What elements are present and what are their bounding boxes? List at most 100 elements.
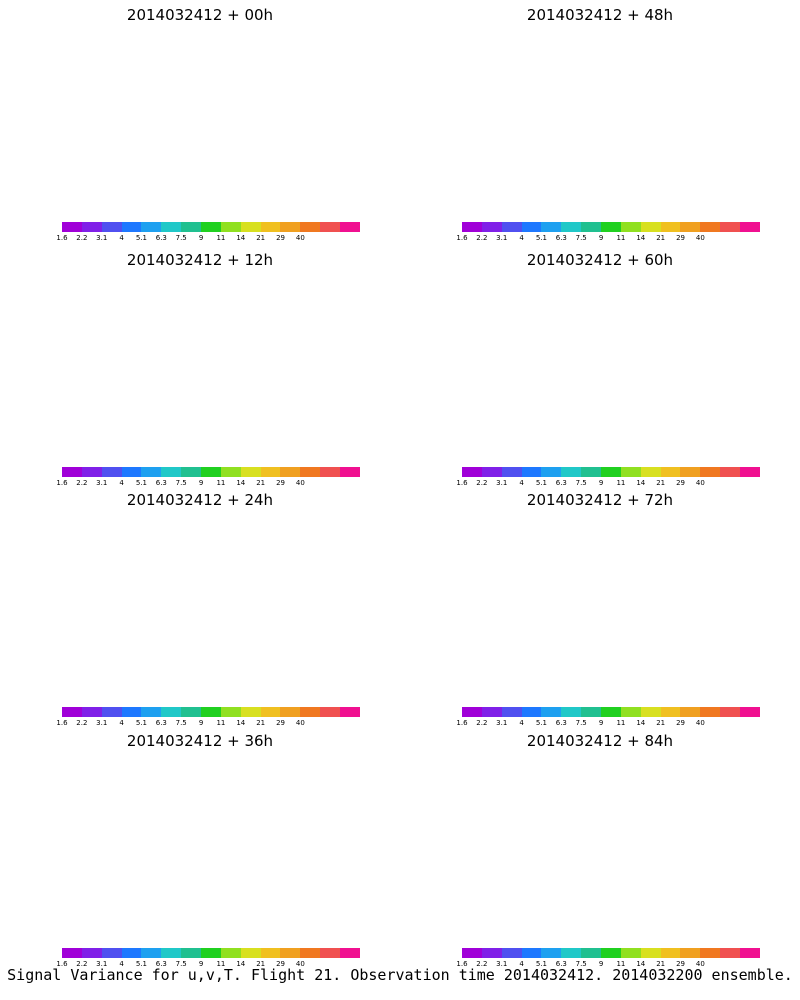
colorbar-swatch <box>521 222 542 232</box>
coastline <box>520 530 750 660</box>
colorbar-tick-label: 5.1 <box>135 234 148 242</box>
colorbar-swatch <box>300 222 321 232</box>
colorbar-swatch <box>300 948 321 958</box>
colorbar-labels: 1.6 2.2 3.1 4 5.1 6.3 7.5 9 11 14 21 29 40 <box>450 960 770 970</box>
colorbar-tick-label: 1.6 <box>56 960 68 968</box>
colorbar-tick-label: 9 <box>198 234 204 242</box>
colorbar-swatch <box>260 707 281 717</box>
colorbar-swatch <box>280 948 301 958</box>
colorbar-tick-label: 21 <box>656 234 666 242</box>
colorbar <box>62 222 360 232</box>
colorbar-swatch <box>201 948 221 958</box>
colorbar-swatch <box>660 467 681 477</box>
colorbar-tick-label: 6.3 <box>155 719 167 727</box>
colorbar-tick-label: 2.2 <box>476 479 488 487</box>
colorbar-tick-label: 7.5 <box>175 960 187 968</box>
colorbar-tick-label: 11 <box>216 479 226 487</box>
colorbar-tick-label: 14 <box>236 479 246 487</box>
colorbar-tick-label: 21 <box>256 479 266 487</box>
colorbar-swatch <box>581 948 602 958</box>
colorbar-tick-label: 5.1 <box>535 719 548 727</box>
colorbar-tick-label: 40 <box>695 479 705 487</box>
colorbar-swatch <box>220 707 241 717</box>
colorbar-swatch <box>501 707 522 717</box>
colorbar-swatch <box>700 222 721 232</box>
panel-48h: 2014032412 + 48h 1.6 2.2 3.1 4 5.1 6.3 7.5 9 11 1… <box>400 0 800 242</box>
forecast-map <box>400 726 800 966</box>
colorbar-tick-label: 4 <box>119 234 124 242</box>
forecast-map <box>0 0 400 240</box>
colorbar-swatch <box>620 222 641 232</box>
colorbar-swatch <box>462 707 482 717</box>
colorbar-swatch <box>601 707 621 717</box>
colorbar-tick-label: 40 <box>295 234 305 242</box>
colorbar-tick-label: 3.1 <box>496 960 508 968</box>
colorbar-tick-label: 6.3 <box>155 234 167 242</box>
colorbar <box>62 948 360 958</box>
colorbar-swatch <box>680 467 701 477</box>
colorbar-swatch <box>260 467 281 477</box>
colorbar-tick-label: 14 <box>636 719 646 727</box>
colorbar-tick-label: 7.5 <box>175 719 187 727</box>
colorbar-tick-label: 4 <box>519 719 524 727</box>
colorbar <box>62 467 360 477</box>
colorbar-swatch <box>581 222 602 232</box>
colorbar-swatch <box>181 222 202 232</box>
colorbar-swatch <box>260 222 281 232</box>
colorbar-swatch <box>521 707 542 717</box>
colorbar-tick-label: 1.6 <box>456 479 468 487</box>
colorbar-swatch <box>680 707 701 717</box>
colorbar-tick-label: 1.6 <box>56 719 68 727</box>
colorbar-swatch <box>161 467 182 477</box>
panel-12h: 2014032412 + 12h 1.6 2.2 3.1 4 5.1 6.3 7.5 9 11 1… <box>0 245 400 487</box>
colorbar-swatch <box>320 222 341 232</box>
colorbar-tick-label: 29 <box>676 960 685 968</box>
coastline <box>520 290 750 420</box>
colorbar-swatch <box>620 948 641 958</box>
colorbar-tick-label: 2.2 <box>76 960 88 968</box>
colorbar-swatch <box>240 948 261 958</box>
coastline <box>520 771 750 901</box>
colorbar-swatch <box>121 222 142 232</box>
colorbar-tick-label: 21 <box>656 960 666 968</box>
colorbar-tick-label: 9 <box>598 234 604 242</box>
colorbar-labels: 1.6 2.2 3.1 4 5.1 6.3 7.5 9 11 14 21 29 40 <box>450 479 770 489</box>
colorbar-tick-label: 21 <box>656 719 666 727</box>
colorbar-tick-label: 9 <box>598 960 604 968</box>
colorbar-swatch <box>541 707 562 717</box>
colorbar-tick-label: 3.1 <box>96 479 108 487</box>
panel-title: 2014032412 + 00h <box>126 6 274 24</box>
colorbar-tick-label: 5.1 <box>135 479 148 487</box>
colorbar-tick-label: 9 <box>198 719 204 727</box>
colorbar-tick-label: 11 <box>616 719 626 727</box>
colorbar-swatch <box>720 948 741 958</box>
colorbar-tick-label: 7.5 <box>575 234 587 242</box>
colorbar-swatch <box>121 467 142 477</box>
colorbar-swatch <box>640 707 661 717</box>
colorbar-swatch <box>161 707 182 717</box>
coastline <box>120 771 350 901</box>
colorbar-tick-label: 7.5 <box>175 479 187 487</box>
colorbar-swatch <box>220 222 241 232</box>
colorbar-swatch <box>660 948 681 958</box>
colorbar-swatch <box>561 222 582 232</box>
colorbar-swatch <box>141 948 162 958</box>
colorbar-tick-label: 1.6 <box>56 479 68 487</box>
colorbar-swatch <box>640 467 661 477</box>
colorbar-tick-label: 4 <box>119 719 124 727</box>
colorbar-tick-label: 14 <box>236 719 246 727</box>
colorbar-tick-label: 9 <box>198 960 204 968</box>
colorbar-tick-label: 6.3 <box>155 479 167 487</box>
colorbar-swatch <box>521 948 542 958</box>
colorbar-tick-label: 11 <box>616 479 626 487</box>
colorbar-tick-label: 1.6 <box>456 719 468 727</box>
colorbar-tick-label: 4 <box>519 234 524 242</box>
colorbar-swatch <box>561 948 582 958</box>
colorbar-tick-label: 9 <box>198 479 204 487</box>
colorbar-tick-label: 5.1 <box>135 719 148 727</box>
colorbar-swatch <box>700 707 721 717</box>
colorbar-swatch <box>541 467 562 477</box>
colorbar-labels: 1.6 2.2 3.1 4 5.1 6.3 7.5 9 11 14 21 29 40 <box>50 234 370 244</box>
colorbar-tick-label: 14 <box>636 479 646 487</box>
colorbar-swatch <box>81 948 102 958</box>
